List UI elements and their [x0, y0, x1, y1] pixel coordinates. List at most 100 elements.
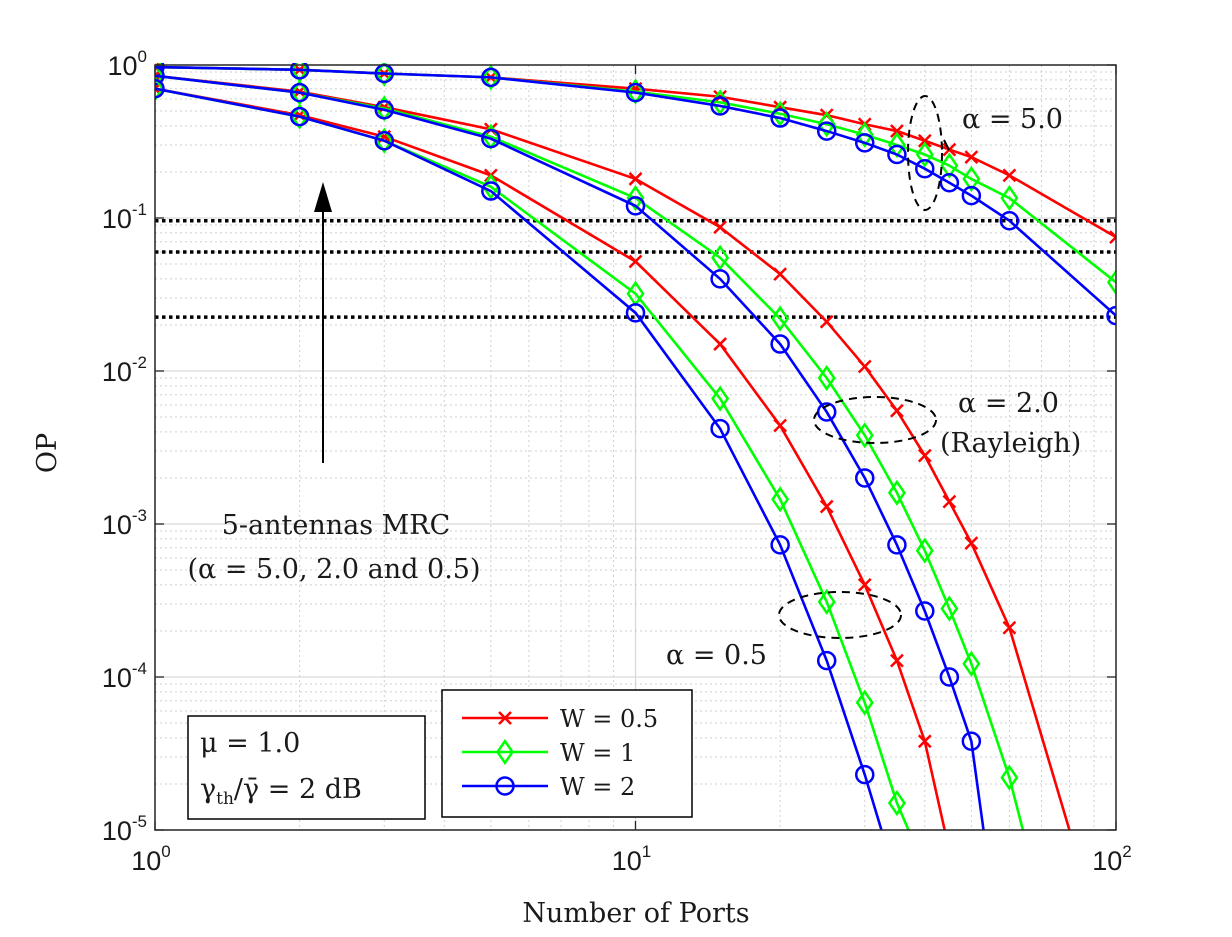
data-point	[1109, 230, 1116, 244]
data-point	[711, 244, 730, 271]
data-point	[1000, 764, 1019, 791]
data-point	[155, 63, 165, 77]
data-point	[857, 578, 872, 592]
data-point	[940, 595, 959, 622]
y-tick-label: 10-1	[102, 200, 147, 234]
data-point	[855, 468, 875, 488]
data-point	[771, 305, 790, 332]
data-point	[939, 172, 960, 193]
x-tick-label: 101	[612, 842, 652, 876]
data-point	[816, 650, 837, 671]
data-point	[770, 535, 790, 555]
series-alpha-5_0-w-2	[155, 63, 1116, 326]
parameters-box: μ = 1.0 γth/γ̄ = 2 dB	[187, 715, 426, 820]
data-point	[816, 121, 837, 141]
legend-label: W = 2	[560, 773, 635, 801]
series-alpha-2_0-w-2	[155, 66, 985, 831]
ellipse-alpha-5-leader	[943, 139, 950, 151]
data-point	[626, 184, 645, 212]
data-point	[917, 734, 932, 749]
data-point	[710, 96, 730, 116]
data-point	[481, 64, 500, 91]
series-alpha-2_0-w-1	[155, 63, 1025, 831]
series-group	[155, 63, 1116, 831]
data-point	[374, 99, 395, 120]
data-point	[289, 63, 310, 80]
legend-item-2: W = 1	[462, 738, 635, 767]
ellipse-alpha-05	[778, 591, 902, 639]
data-point	[713, 220, 727, 235]
legend-label: W = 0.5	[560, 705, 658, 733]
data-point	[1000, 184, 1019, 212]
data-point	[855, 121, 874, 148]
data-point	[890, 124, 904, 138]
data-point	[481, 181, 501, 201]
legend-item-3: W = 2	[462, 773, 635, 801]
legend-marker	[498, 711, 512, 725]
data-point	[711, 385, 730, 412]
legend: W = 0.5 W = 1 W = 2	[441, 689, 693, 818]
data-point	[887, 789, 906, 817]
data-point	[961, 731, 982, 752]
data-point	[887, 535, 907, 555]
data-point	[942, 494, 957, 509]
data-point	[817, 588, 836, 615]
data-point	[855, 764, 875, 785]
legend-item-1: W = 0.5	[462, 705, 658, 733]
data-point	[770, 334, 790, 354]
data-point	[962, 165, 981, 193]
param-mu-text: μ = 1.0	[200, 728, 300, 759]
data-point	[855, 422, 874, 449]
data-point	[887, 479, 906, 506]
x-tick-label: 100	[131, 842, 171, 876]
data-point	[915, 537, 934, 564]
data-point	[481, 128, 501, 149]
data-point	[773, 418, 788, 433]
mrc-arrow	[314, 182, 332, 463]
reference-lines	[155, 218, 1116, 319]
annotation-alpha-2: α = 2.0	[958, 388, 1059, 419]
series-line	[155, 87, 946, 831]
y-tick-label: 10-4	[102, 659, 147, 693]
data-point	[628, 172, 643, 186]
data-point	[855, 133, 875, 153]
legend-label: W = 1	[560, 739, 635, 767]
data-point	[819, 314, 834, 329]
data-point	[1002, 620, 1017, 635]
data-point	[155, 75, 165, 102]
data-point	[290, 103, 309, 130]
y-tick-label: 10-2	[102, 353, 147, 387]
y-tick-label: 10-5	[102, 812, 147, 846]
data-point	[1106, 269, 1116, 296]
data-point	[964, 150, 979, 164]
y-tick-label: 100	[107, 47, 147, 81]
data-point	[817, 364, 836, 392]
legend-marker	[495, 776, 515, 796]
param-gamma-text: γth/γ̄ = 2 dB	[200, 774, 362, 809]
data-point	[855, 689, 874, 716]
data-point	[710, 418, 730, 439]
data-point	[771, 486, 790, 513]
data-point	[917, 448, 932, 463]
axis-ticks: 100 101 102 100 10-1 10-2 10-3 10-4 10-5	[102, 47, 1132, 876]
data-point	[961, 185, 982, 206]
legend-marker	[495, 738, 515, 766]
series-line	[155, 74, 1025, 831]
data-point	[1106, 305, 1116, 326]
ellipse-alpha-2	[813, 396, 937, 444]
data-point	[962, 650, 981, 677]
annotation-ellipses	[778, 95, 950, 639]
data-point	[857, 359, 872, 374]
series-line	[155, 74, 985, 831]
data-point	[375, 127, 394, 154]
data-point	[890, 653, 904, 668]
data-point	[770, 108, 790, 128]
data-point	[890, 403, 904, 418]
y-tick-label: 10-3	[102, 506, 147, 540]
data-point	[915, 141, 934, 168]
data-point	[939, 667, 960, 687]
data-point	[290, 79, 309, 106]
data-point	[374, 130, 395, 151]
